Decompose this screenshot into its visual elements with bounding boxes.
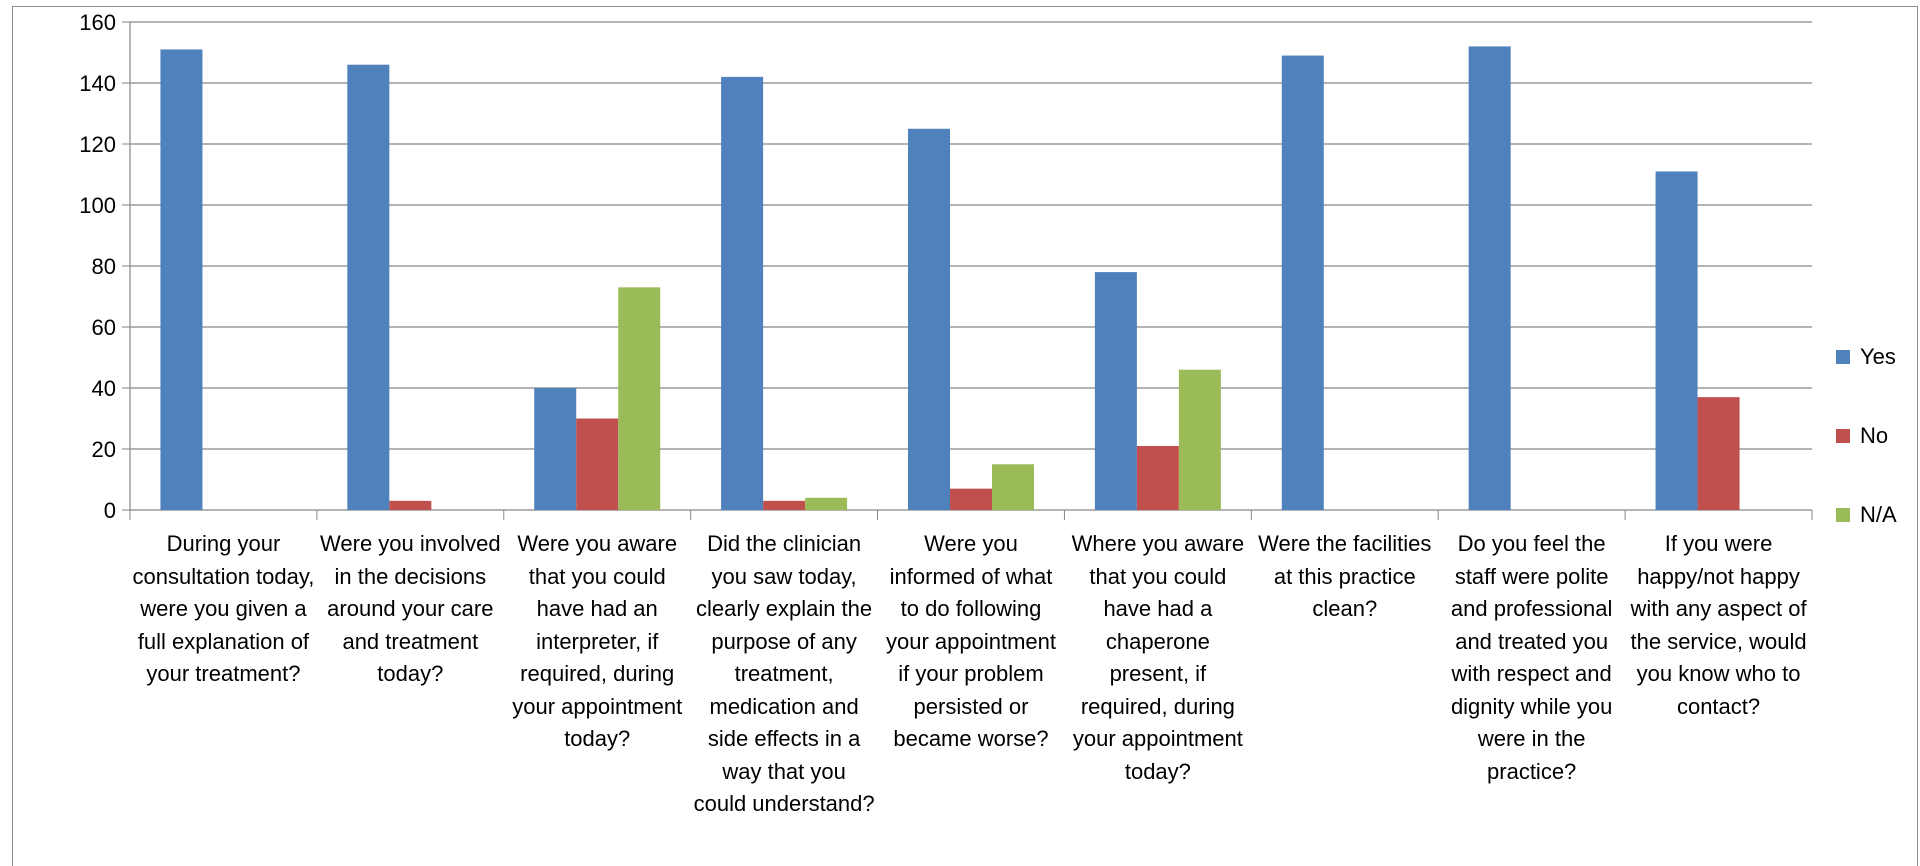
bar-yes-8 — [1468, 46, 1511, 511]
x-category-label: If you were happy/not happy with any asp… — [1630, 531, 1807, 719]
bar-na-4 — [805, 497, 848, 510]
bar-yes-7 — [1281, 55, 1324, 511]
legend-item: No — [1836, 423, 1888, 449]
axes: 0 20 40 60 80 100 120 140 160 — [79, 10, 1813, 523]
bar-na-6 — [1178, 369, 1221, 510]
y-tick-label: 160 — [79, 10, 116, 35]
bar-no-5 — [950, 488, 992, 510]
y-tick-label: 120 — [79, 132, 116, 157]
legend-item: N/A — [1836, 502, 1897, 528]
bar-no-6 — [1136, 445, 1179, 510]
bar-yes-6 — [1094, 272, 1137, 510]
legend-swatch — [1836, 350, 1850, 364]
chart-frame — [12, 6, 1918, 866]
legend-swatch — [1836, 429, 1850, 443]
x-category-label: Where you aware that you could have had … — [1071, 531, 1245, 784]
bar-yes-1 — [160, 49, 203, 510]
bar-yes-3 — [534, 388, 577, 510]
bar-no-2 — [389, 500, 432, 510]
legend-label: No — [1860, 423, 1889, 448]
legend-item: Yes — [1836, 344, 1896, 370]
legend-label: Yes — [1860, 344, 1896, 369]
bar-yes-9 — [1655, 171, 1698, 510]
bar-no-9 — [1697, 397, 1740, 510]
y-tick-label: 60 — [92, 315, 116, 340]
x-category-label: Were the facilities at this practice cle… — [1258, 531, 1432, 621]
y-tick-label: 80 — [92, 254, 116, 279]
bar-no-3 — [576, 418, 619, 510]
y-tick-label: 140 — [79, 71, 116, 96]
x-category-label: Were you involved in the decisions aroun… — [320, 531, 501, 686]
x-category-label: During your consultation today, were you… — [132, 531, 315, 686]
x-category-label: Did the clinician you saw today, clearly… — [693, 531, 875, 816]
y-tick-label: 100 — [79, 193, 116, 218]
bar-na-3 — [618, 287, 661, 510]
x-category-label: Do you feel the staff were polite and pr… — [1450, 531, 1613, 784]
x-category-label: Were you informed of what to do followin… — [886, 531, 1056, 751]
bar-yes-4 — [721, 76, 764, 511]
x-category-label: Were you aware that you could have had a… — [512, 531, 683, 751]
y-tick-label: 20 — [92, 437, 116, 462]
bars — [160, 46, 1740, 511]
bar-no-4 — [763, 500, 806, 510]
bar-yes-2 — [347, 64, 390, 510]
y-tick-label: 40 — [92, 376, 116, 401]
y-tick-label: 0 — [104, 498, 116, 523]
bar-yes-5 — [908, 128, 950, 510]
legend-label: N/A — [1860, 502, 1897, 527]
legend-swatch — [1836, 508, 1850, 522]
bar-na-5 — [992, 464, 1034, 510]
